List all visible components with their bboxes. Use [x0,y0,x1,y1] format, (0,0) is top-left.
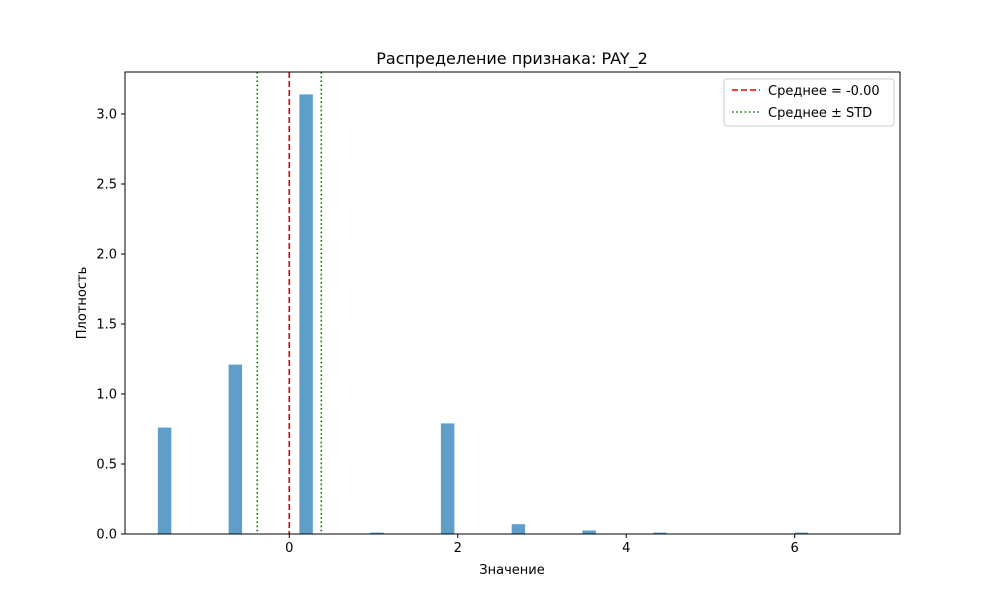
bar-5 [511,524,526,534]
x-tick-label-3: 6 [791,541,799,556]
y-tick-label-4: 2.0 [96,248,117,263]
y-tick-label-5: 2.5 [96,178,117,193]
reference-lines-group [256,72,323,534]
chart-title: Распределение признака: PAY_2 [376,49,648,69]
legend-entry-mean: Среднее = -0.00 [768,84,880,99]
bar-2 [299,94,313,535]
legend-entry-std: Среднее ± STD [768,106,872,121]
x-tick-label-0: 0 [285,541,293,556]
bar-7 [653,532,667,534]
legend-box [723,78,895,127]
plot-frame [124,71,901,535]
x-axis-label: Значение [479,563,544,578]
bar-3 [370,532,384,534]
bar-6 [582,530,596,534]
y-axis-ticks: 0.0 0.5 1.0 1.5 2.0 2.5 3.0 [96,108,125,543]
bars-group [157,94,809,535]
y-tick-label-1: 0.5 [96,458,117,473]
legend: Среднее = -0.00 Среднее ± STD [723,78,895,127]
bar-4 [440,423,455,534]
y-tick-label-6: 3.0 [96,108,117,123]
bar-0 [157,427,172,534]
y-tick-label-0: 0.0 [96,528,117,543]
bar-8 [794,532,809,534]
bar-1 [228,364,243,534]
x-tick-label-1: 2 [454,541,462,556]
x-axis-ticks: 0 2 4 6 [285,534,799,556]
y-tick-label-2: 1.0 [96,388,117,403]
y-axis-label: Плотность [75,267,90,339]
x-tick-label-2: 4 [622,541,630,556]
y-tick-label-3: 1.5 [96,318,117,333]
